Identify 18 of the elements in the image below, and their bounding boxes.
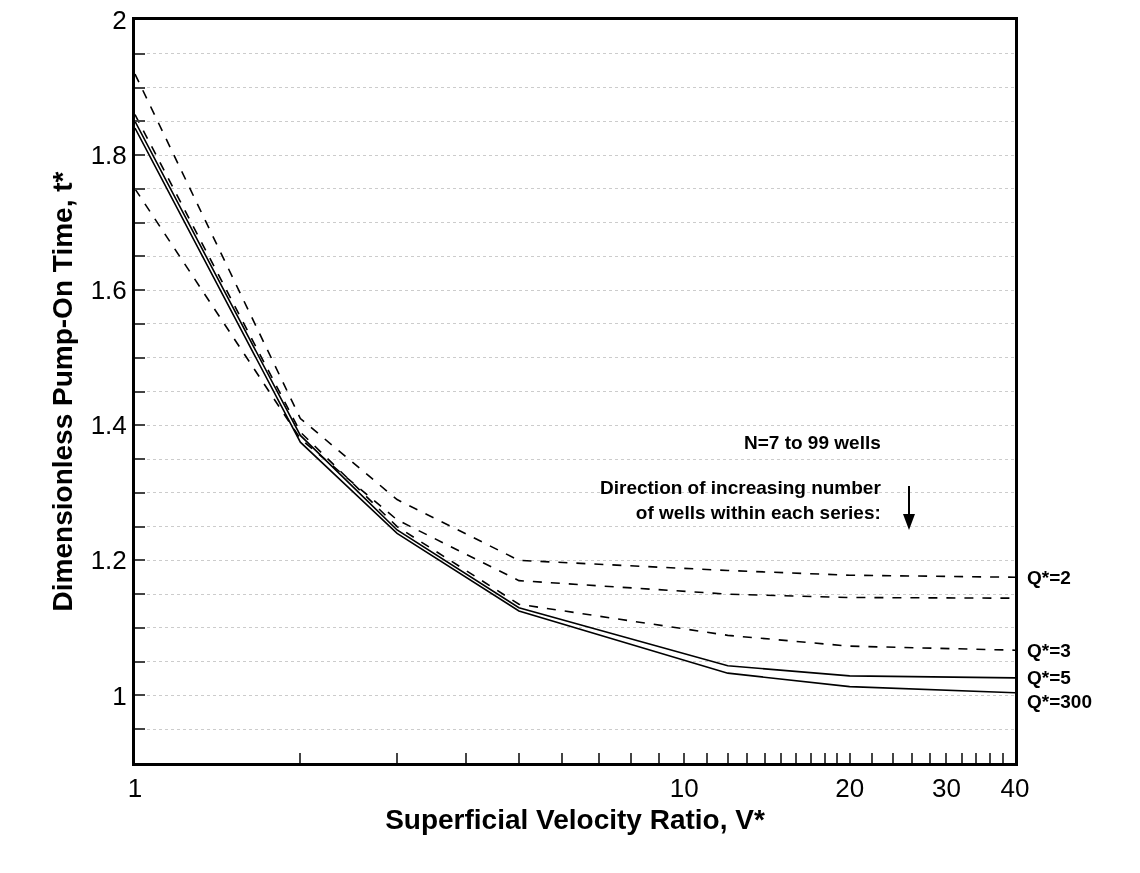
x-axis-title: Superficial Velocity Ratio, V* [385, 804, 765, 836]
series-label: Q*=2 [1027, 567, 1071, 588]
x-tick-label: 30 [931, 773, 961, 804]
y-tick-label: 1.6 [90, 275, 127, 306]
x-tick-label: 40 [1000, 773, 1030, 804]
series-label: Q*=3 [1027, 640, 1071, 661]
annotation: N=7 to 99 wells [744, 432, 881, 453]
annotation: Direction of increasing number of wells within each series: [600, 477, 882, 523]
series-label: Q*=5 [1027, 667, 1072, 688]
y-tick-label: 1.4 [90, 410, 127, 441]
y-tick-label: 1.8 [90, 140, 127, 171]
y-tick-label: 2 [112, 5, 127, 36]
y-tick-label: 1.2 [90, 545, 127, 576]
series-label: Q*=300 [1027, 691, 1092, 712]
x-tick-label: 20 [835, 773, 865, 804]
y-axis-title: Dimensionless Pump-On Time, t* [47, 171, 79, 612]
x-tick-label: 10 [669, 773, 699, 804]
y-tick-label: 1 [112, 680, 127, 711]
